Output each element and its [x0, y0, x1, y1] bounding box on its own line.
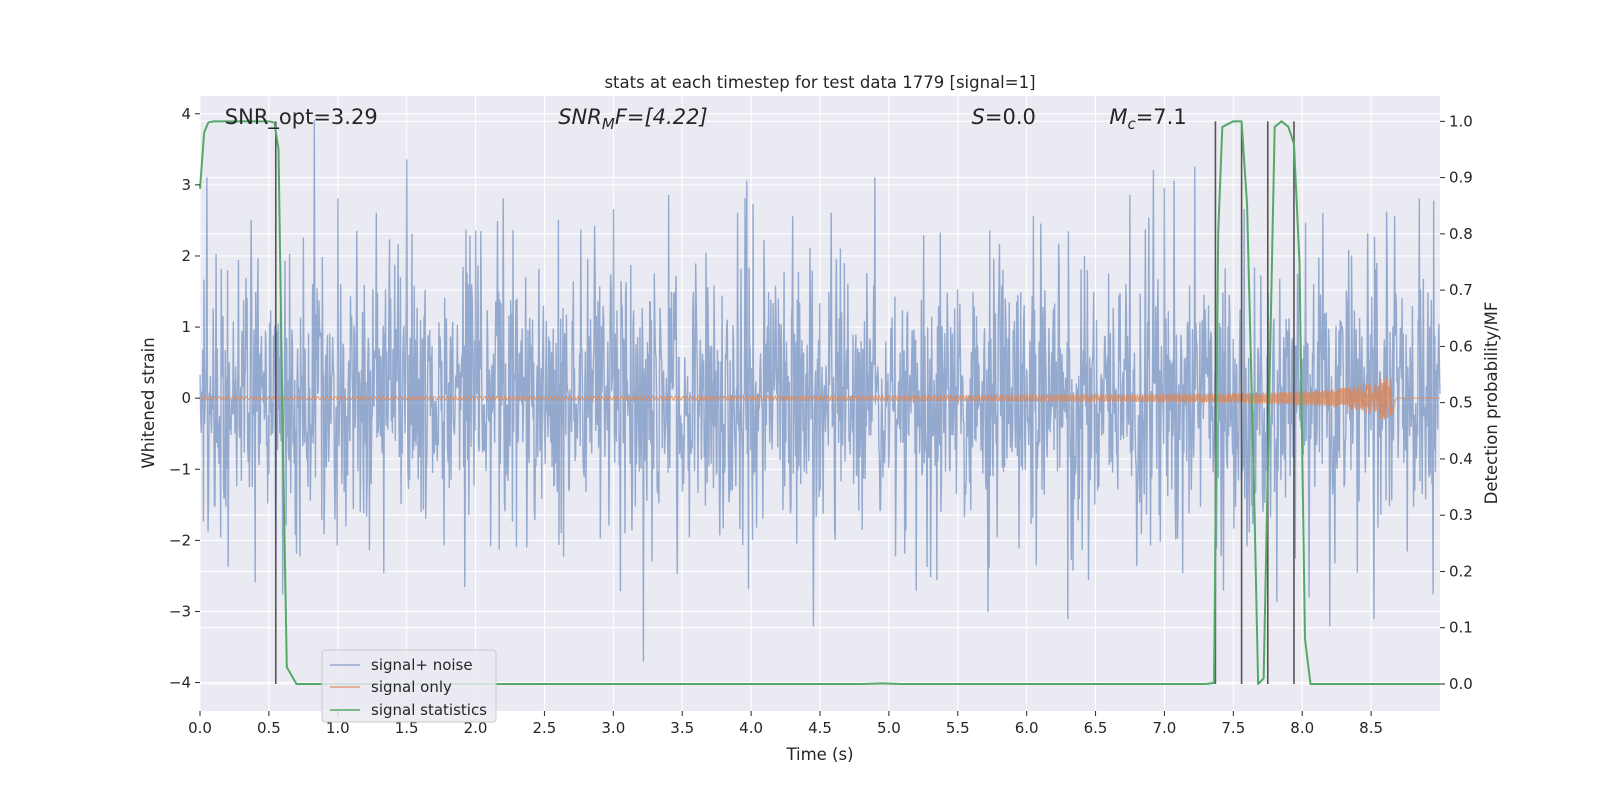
y-left-tick-label: 3: [181, 176, 191, 194]
y-right-tick-label: 0.7: [1449, 281, 1473, 299]
x-tick-label: 8.5: [1359, 719, 1383, 737]
x-tick-label: 4.0: [739, 719, 763, 737]
x-tick-label: 2.0: [464, 719, 488, 737]
series-signal-only: [199, 377, 1440, 420]
legend-box: [321, 649, 497, 723]
y-right-tick-label: 0.1: [1449, 619, 1473, 637]
x-tick-label: 5.5: [946, 719, 970, 737]
x-axis-label: Time (s): [785, 745, 853, 764]
legend: signal+ noise signal only signal statist…: [321, 649, 497, 723]
series-signal-statistics: [199, 120, 1440, 685]
y-right-tick-label: 0.6: [1449, 337, 1473, 355]
x-tick-label: 1.5: [395, 719, 419, 737]
y-left-tick-label: −3: [169, 602, 191, 620]
x-tick-label: 6.5: [1084, 719, 1108, 737]
y-left-tick-label: −2: [169, 531, 191, 549]
y-left-tick-label: −4: [169, 674, 191, 692]
x-tick-label: 0.5: [257, 719, 281, 737]
y-right-tick-label: 0.9: [1449, 169, 1473, 187]
x-tick-label: 3.0: [601, 719, 625, 737]
annotation-text: SNR_opt=3.29: [225, 105, 378, 130]
annotations: SNR_opt=3.29 SNRMF=[4.22] S=0.0 Mc=7.1: [225, 105, 1187, 133]
x-tick-label: 3.5: [670, 719, 694, 737]
signal-statistics-line: [199, 120, 1440, 685]
x-tick-label: 5.0: [877, 719, 901, 737]
y-right-tick-label: 0.4: [1449, 450, 1473, 468]
x-axis-ticks: 0.0 0.5 1.0 1.5 2.0 2.5 3.0 3.5 4.0 4.5 5.0 5.5 6.0 6…: [188, 711, 1383, 737]
y-left-tick-label: 4: [181, 105, 191, 123]
x-tick-label: 7.0: [1153, 719, 1177, 737]
y-right-tick-label: 0.8: [1449, 225, 1473, 243]
annotation-text: SNRMF=[4.22]: [558, 105, 707, 133]
x-tick-label: 7.5: [1221, 719, 1245, 737]
y-right-tick-label: 0.3: [1449, 506, 1473, 524]
right-y-axis-label: Detection probability/MF: [1482, 302, 1501, 505]
legend-label-signal-only: signal only: [371, 678, 452, 696]
y-right-tick-label: 0.5: [1449, 394, 1473, 412]
y-left-tick-label: 1: [181, 318, 191, 336]
y-left-tick-label: −1: [169, 460, 191, 478]
legend-label-signal-noise: signal+ noise: [371, 656, 473, 674]
x-tick-label: 2.5: [533, 719, 557, 737]
x-tick-label: 4.5: [808, 719, 832, 737]
right-y-axis-ticks: 1.0 0.9 0.8 0.7 0.6 0.5 0.4 0.3 0.2 0.1 0.0: [1440, 112, 1473, 693]
signal-only-line: [199, 377, 1440, 420]
left-y-axis-label: Whitened strain: [139, 337, 158, 468]
y-left-tick-label: 2: [181, 247, 191, 265]
x-tick-label: 0.0: [188, 719, 212, 737]
y-right-tick-label: 0.2: [1449, 562, 1473, 580]
annotation-text: Mc=7.1: [1109, 105, 1186, 133]
x-tick-label: 1.0: [326, 719, 350, 737]
y-right-tick-label: 1.0: [1449, 112, 1473, 130]
x-tick-label: 8.0: [1290, 719, 1314, 737]
left-y-axis-ticks: 4 3 2 1 0 −1 −2 −3 −4: [169, 105, 200, 692]
chart-title: stats at each timestep for test data 177…: [604, 73, 1035, 92]
annotation-text: S=0.0: [972, 105, 1036, 129]
x-tick-label: 6.0: [1015, 719, 1039, 737]
legend-label-signal-statistics: signal statistics: [371, 701, 487, 719]
y-right-tick-label: 0.0: [1449, 675, 1473, 693]
y-left-tick-label: 0: [181, 389, 191, 407]
